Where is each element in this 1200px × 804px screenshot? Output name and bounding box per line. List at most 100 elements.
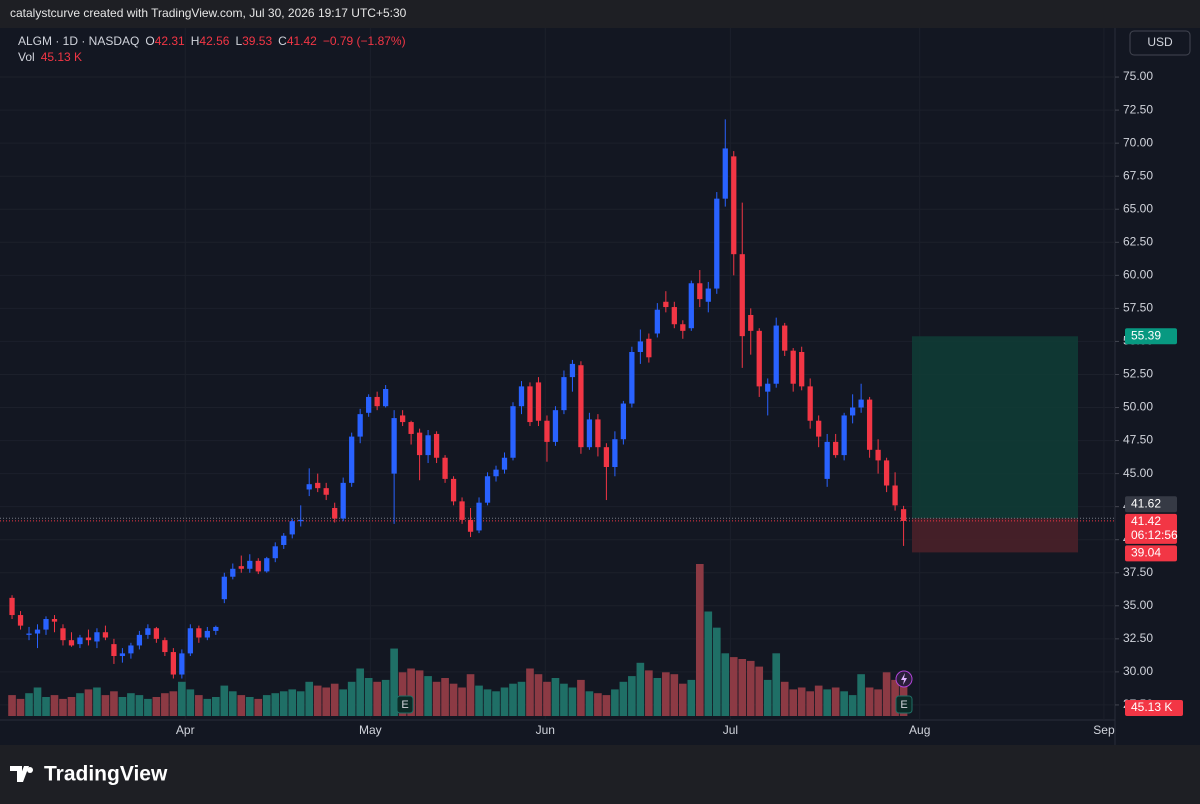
volume-bar	[161, 693, 169, 716]
candle-body	[527, 386, 533, 423]
l-letter: L	[235, 34, 242, 48]
volume-bar	[144, 698, 152, 716]
volume-bar	[729, 657, 738, 716]
volume-bar	[33, 687, 42, 716]
volume-bar	[178, 681, 186, 716]
loss-zone	[912, 518, 1078, 553]
candle-body	[765, 383, 771, 392]
volume-bar	[687, 679, 696, 716]
volume-bar	[262, 695, 271, 716]
volume-bar	[814, 685, 823, 716]
c-letter: C	[278, 34, 287, 48]
candle-body	[340, 482, 346, 519]
candle-body	[807, 386, 813, 421]
candle-body	[646, 338, 652, 358]
volume-bar	[135, 695, 144, 716]
candle-body	[77, 637, 83, 645]
candle-body	[238, 566, 244, 569]
logo: TradingView	[10, 763, 168, 786]
y-tick-label: 65.00	[1123, 201, 1153, 215]
volume-bar	[628, 676, 636, 716]
volume-bar	[356, 668, 364, 716]
volume-bar	[237, 695, 246, 716]
volume-bar	[254, 698, 263, 716]
volume-bar	[347, 681, 356, 716]
volume-bar	[424, 676, 432, 716]
candle-body	[714, 198, 720, 289]
high-value: 42.56	[199, 34, 229, 48]
candle-body	[654, 309, 660, 334]
earnings-badge	[396, 695, 414, 714]
volume-bar	[76, 693, 84, 716]
x-tick-label: Sep	[1093, 723, 1115, 737]
candle-body	[383, 389, 389, 407]
earnings-badge	[895, 695, 913, 714]
candle-body	[111, 644, 117, 657]
candle-body	[782, 325, 788, 351]
candle-body	[883, 460, 890, 486]
candle-body	[119, 653, 126, 657]
volume-bar	[449, 683, 458, 716]
volume-bar	[585, 691, 594, 716]
candle-body	[196, 628, 202, 638]
volume-bar	[543, 681, 551, 716]
volume-bar	[373, 681, 381, 716]
candle-body	[816, 420, 822, 437]
volume-bar	[59, 698, 67, 716]
open-value: 42.31	[155, 34, 185, 48]
candle-body	[136, 634, 143, 646]
volume-bar	[577, 679, 585, 716]
volume-bar	[831, 687, 840, 716]
candle-body	[739, 254, 745, 337]
x-tick-label: May	[359, 723, 382, 737]
volume-bar	[110, 691, 118, 716]
currency-button[interactable]	[1129, 30, 1191, 56]
volume-bar	[93, 687, 101, 716]
candle-body	[866, 399, 873, 450]
candle-body	[162, 640, 168, 653]
volume-bar	[619, 681, 628, 716]
volume-bar	[211, 697, 220, 716]
candle-body	[697, 283, 703, 300]
volume-bar	[534, 674, 543, 716]
stop-tag-bg	[1125, 545, 1177, 562]
volume-bar	[780, 681, 789, 716]
volume-bar	[653, 678, 662, 716]
volume-bar	[670, 674, 679, 716]
candle-body	[9, 597, 15, 616]
candle-body	[26, 633, 32, 635]
volume-bar	[313, 685, 322, 716]
candle-body	[510, 406, 516, 458]
earnings-label: E	[900, 699, 907, 711]
volume-bar	[458, 687, 466, 716]
entry-tag-bg	[1125, 496, 1177, 513]
candle-body	[433, 433, 440, 458]
candle-body	[824, 441, 830, 479]
x-tick-label: Aug	[909, 723, 930, 737]
candle-body	[900, 509, 907, 521]
volume-bar	[551, 678, 560, 716]
volume-bar	[279, 691, 288, 716]
candle-body	[467, 519, 474, 532]
volume-bar	[509, 683, 517, 716]
volume-bar	[695, 564, 704, 716]
candle-body	[603, 447, 610, 467]
x-tick-label: Jul	[723, 723, 738, 737]
candle-body	[17, 615, 24, 626]
volume-bar	[882, 672, 891, 716]
volume-bar	[407, 668, 415, 716]
candle-body	[850, 407, 856, 416]
candle-body	[306, 484, 312, 490]
volume-bar	[169, 691, 178, 716]
candle-body	[450, 478, 457, 502]
candle-body	[399, 415, 406, 423]
y-tick-label: 52.50	[1123, 367, 1153, 381]
candle-body	[153, 628, 160, 639]
volume-bar	[645, 670, 653, 716]
candle-body	[374, 396, 380, 407]
candle-body	[748, 314, 754, 331]
currency[interactable]: USD	[1147, 35, 1173, 49]
volume-bar	[755, 666, 764, 716]
y-tick-label: 30.00	[1123, 664, 1153, 678]
